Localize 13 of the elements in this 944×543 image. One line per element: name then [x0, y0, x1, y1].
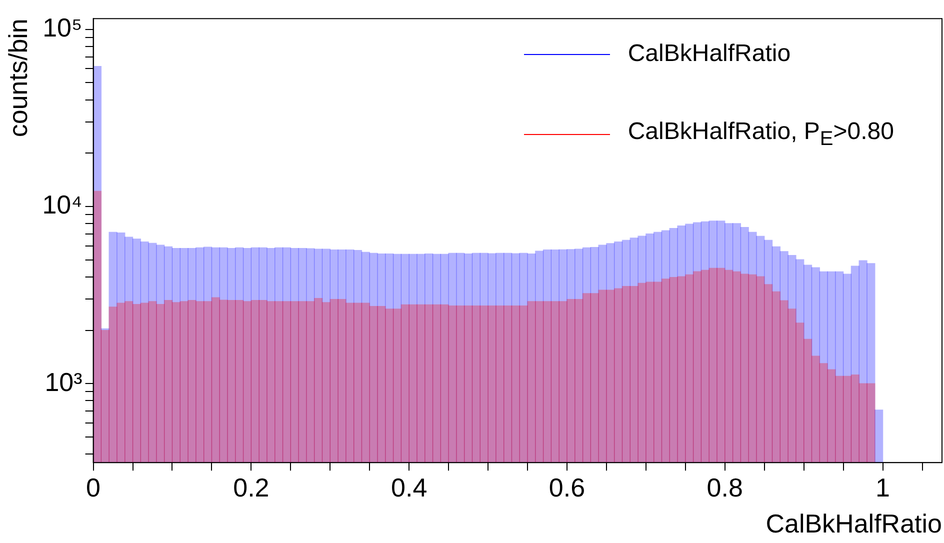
x-tick-label: 0.6	[548, 472, 586, 502]
legend-label: CalBkHalfRatio, P$_{E}$>0.80	[628, 118, 894, 151]
x-tick-label: 0.8	[706, 472, 743, 502]
x-tick-label: 0.4	[391, 472, 428, 502]
y-axis-title: counts/bin	[2, 18, 33, 138]
y-tick-label: 10⁵	[42, 12, 82, 43]
y-tick-label: 10³	[44, 366, 83, 397]
x-tick-label: 1	[876, 472, 890, 502]
legend-label: CalBkHalfRatio	[628, 40, 791, 68]
x-tick-label: 0.2	[233, 472, 270, 502]
x-tick-label: 0	[86, 472, 101, 502]
x-axis-title: CalBkHalfRatio	[766, 508, 942, 539]
y-tick-label: 10⁴	[42, 190, 82, 220]
